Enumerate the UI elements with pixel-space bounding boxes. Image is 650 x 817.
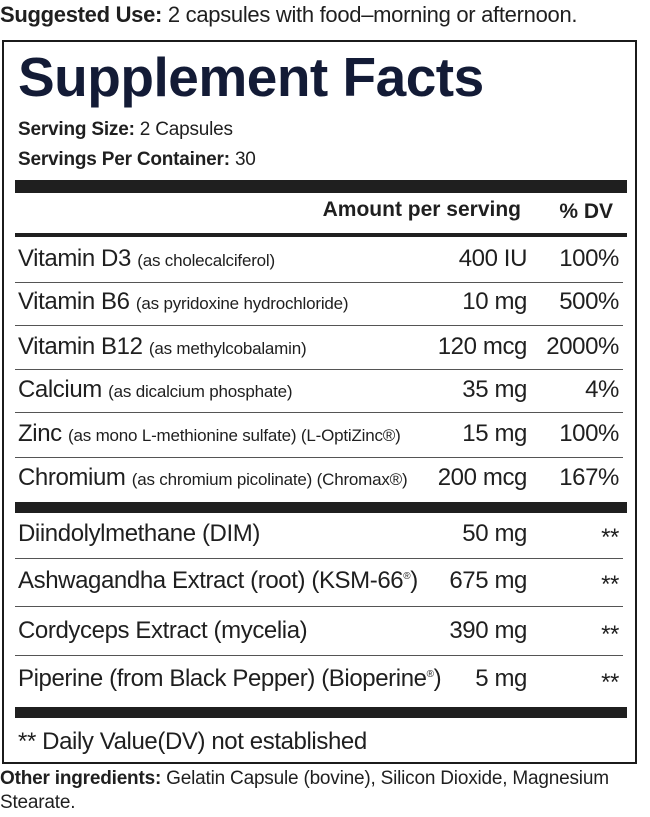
nutrient-amount: 15 mg [462,420,527,447]
active-amount: 390 mg [449,617,527,644]
active-row: Piperine (from Black Pepper) (Bioperine®… [4,661,639,703]
nutrient-row: Vitamin D3 (as cholecalciferol) 400 IU 1… [4,241,639,283]
active-name: Diindolylmethane (DIM) [18,520,260,547]
servings-per-container-value: 30 [229,149,256,170]
thick-divider [15,502,627,513]
thick-divider [15,180,627,193]
nutrient-dv: 100% [559,245,619,272]
nutrient-name: Calcium (as dicalcium phosphate) [18,376,293,403]
active-name: Cordyceps Extract (mycelia) [18,617,308,644]
nutrient-amount: 10 mg [462,288,527,315]
other-ingredients-text: Gelatin Capsule (bovine), Silicon Dioxid… [0,768,609,813]
nutrient-row: Vitamin B12 (as methylcobalamin) 120 mcg… [4,329,639,371]
nutrient-dv: 500% [559,288,619,315]
row-divider [15,655,623,656]
nutrient-name: Vitamin B12 (as methylcobalamin) [18,333,307,360]
active-dv: ** [601,621,619,648]
active-amount: 50 mg [462,520,527,547]
row-divider [15,282,623,283]
nutrient-dv: 100% [559,420,619,447]
serving-size-label: Serving Size: [18,119,135,140]
nutrient-amount: 120 mcg [437,333,528,360]
other-ingredients-label: Other ingredients: [0,768,162,789]
nutrient-dv: 2000% [546,333,619,360]
nutrient-row: Vitamin B6 (as pyridoxine hydrochloride)… [4,284,639,326]
row-divider [15,457,623,458]
active-row: Cordyceps Extract (mycelia) 390 mg ** [4,613,639,655]
active-row: Ashwagandha Extract (root) (KSM-66®) 675… [4,563,639,605]
nutrient-row: Zinc (as mono L-methionine sulfate) (L-O… [4,416,639,458]
suggested-use: Suggested Use: 2 capsules with food–morn… [0,2,650,28]
active-dv: ** [601,669,619,696]
row-divider [15,558,623,559]
nutrient-name: Vitamin B6 (as pyridoxine hydrochloride) [18,288,349,315]
suggested-use-label: Suggested Use: [0,2,163,27]
suggested-use-text: 2 capsules with food–morning or afternoo… [162,2,578,27]
supplement-facts-panel: Supplement Facts Serving Size: 2 Capsule… [2,40,637,764]
serving-size: Serving Size: 2 Capsules [18,119,233,141]
header-dv: % DV [559,200,613,223]
nutrient-name: Vitamin D3 (as cholecalciferol) [18,245,275,272]
active-amount: 675 mg [449,567,527,594]
row-divider [15,325,623,326]
active-row: Diindolylmethane (DIM) 50 mg ** [4,516,639,558]
active-dv: ** [601,524,619,551]
nutrient-amount: 35 mg [462,376,527,403]
active-amount: 5 mg [475,665,527,692]
nutrient-name: Chromium (as chromium picolinate) (Chrom… [18,464,408,491]
nutrient-amount: 400 IU [458,245,528,272]
header-amount: Amount per serving [322,198,521,221]
serving-size-value: 2 Capsules [134,119,233,140]
header-divider [15,233,627,237]
servings-per-container: Servings Per Container: 30 [18,149,256,171]
thick-divider [15,707,627,718]
row-divider [15,606,623,607]
nutrient-amount: 200 mcg [437,464,528,491]
nutrient-row: Calcium (as dicalcium phosphate) 35 mg 4… [4,372,639,414]
servings-per-container-label: Servings Per Container: [18,149,230,170]
dv-footnote: ** Daily Value(DV) not established [18,728,367,755]
active-dv: ** [601,571,619,598]
row-divider [15,369,623,370]
active-name: Piperine (from Black Pepper) (Bioperine®… [18,665,442,692]
nutrient-dv: 4% [585,376,619,403]
other-ingredients: Other ingredients: Gelatin Capsule (bovi… [0,767,650,815]
nutrient-name: Zinc (as mono L-methionine sulfate) (L-O… [18,420,401,447]
row-divider [15,412,623,413]
panel-title: Supplement Facts [18,46,484,108]
active-name: Ashwagandha Extract (root) (KSM-66®) [18,567,418,594]
nutrient-row: Chromium (as chromium picolinate) (Chrom… [4,460,639,502]
nutrient-dv: 167% [559,464,619,491]
